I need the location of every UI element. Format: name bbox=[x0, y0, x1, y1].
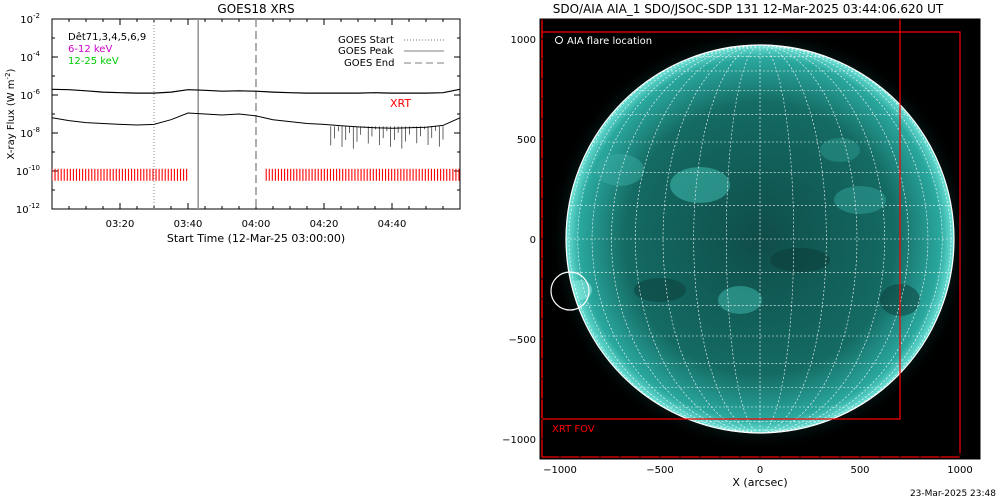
solar-limb bbox=[565, 44, 955, 434]
longitude-line bbox=[759, 44, 858, 434]
longitude-line bbox=[759, 44, 885, 434]
aia-xlabel: X (arcsec) bbox=[732, 476, 787, 489]
aia-x-tick-label: −1000 bbox=[543, 465, 577, 476]
aia-x-tick-label: 0 bbox=[757, 465, 763, 476]
aia-x-tick-label: −500 bbox=[646, 465, 673, 476]
goes-x-tick-label: 03:20 bbox=[106, 219, 135, 230]
goes-series-line bbox=[52, 112, 460, 129]
goes-y-tick-label: 10-4 bbox=[20, 50, 40, 64]
aia-image-panel: SDO/AIA AIA_1 SDO/JSOC-SDP 131 12-Mar-20… bbox=[502, 2, 981, 489]
xrt-coverage-marks bbox=[52, 168, 460, 181]
longitude-line bbox=[759, 44, 929, 434]
footer-timestamp: 23-Mar-2025 23:48 bbox=[910, 489, 996, 499]
event-legend-start: GOES Start bbox=[338, 35, 394, 46]
longitude-line bbox=[759, 44, 909, 434]
longitude-line bbox=[759, 44, 943, 434]
longitude-line bbox=[591, 44, 761, 434]
aia-y-tick-label: −500 bbox=[509, 335, 536, 346]
goes-y-axis: 10-12 10-10 10-8 10-6 10-4 10-2 bbox=[16, 12, 460, 216]
goes-ylabel: X-ray Flux (W m-2) bbox=[4, 68, 17, 159]
goes-series-lines bbox=[52, 88, 460, 149]
longitude-line bbox=[759, 44, 952, 434]
goes-series-line bbox=[52, 88, 460, 94]
goes-y-tick-label: 10-8 bbox=[20, 126, 40, 140]
longitude-line bbox=[693, 44, 761, 434]
aia-x-tick-label: 500 bbox=[850, 465, 869, 476]
goes-x-tick-label: 03:40 bbox=[174, 219, 203, 230]
goes-x-tick-label: 04:00 bbox=[242, 219, 271, 230]
longitude-line bbox=[759, 44, 827, 434]
longitude-line bbox=[662, 44, 761, 434]
aia-y-tick-label: 500 bbox=[517, 135, 536, 146]
goes-y-tick-label: 10-12 bbox=[16, 202, 40, 216]
aia-axes: −1000 −500 0 500 1000 −1000 −500 0 500 1000 bbox=[502, 35, 973, 476]
goes-x-axis: 03:20 03:40 04:00 04:20 04:40 bbox=[68, 19, 444, 230]
longitude-line bbox=[726, 44, 761, 434]
heliographic-grid bbox=[566, 44, 954, 434]
goes-legend-12-25kev: 12-25 keV bbox=[68, 56, 119, 67]
goes-x-tick-label: 04:40 bbox=[378, 219, 407, 230]
disk-texture bbox=[568, 138, 920, 316]
longitude-line bbox=[577, 44, 761, 434]
aia-y-tick-label: 0 bbox=[530, 235, 536, 246]
aia-legend-marker bbox=[555, 36, 563, 44]
goes-y-tick-label: 10-2 bbox=[20, 12, 40, 26]
goes-x-tick-label: 04:20 bbox=[310, 219, 339, 230]
aia-flare-location-marker bbox=[550, 271, 590, 311]
aia-title: SDO/AIA AIA_1 SDO/JSOC-SDP 131 12-Mar-20… bbox=[553, 2, 944, 16]
longitude-line bbox=[635, 44, 761, 434]
goes-legend-6-12kev: 6-12 keV bbox=[68, 44, 112, 55]
aia-y-tick-label: 1000 bbox=[511, 35, 536, 46]
goes-legend-detectors: Dêt71,3,4,5,6,9 bbox=[68, 31, 146, 43]
aia-legend-text: AIA flare location bbox=[567, 36, 652, 47]
goes-title: GOES18 XRS bbox=[217, 2, 294, 16]
event-legend-peak: GOES Peak bbox=[338, 46, 393, 57]
longitude-line bbox=[568, 44, 761, 434]
goes-y-tick-label: 10-10 bbox=[16, 164, 40, 178]
longitude-line bbox=[611, 44, 761, 434]
longitude-line bbox=[759, 44, 794, 434]
goes-xlabel: Start Time (12-Mar-25 03:00:00) bbox=[167, 232, 345, 245]
aia-x-tick-label: 1000 bbox=[947, 465, 972, 476]
goes-y-tick-label: 10-6 bbox=[20, 88, 40, 102]
goes-xrs-panel: GOES18 XRS 10-12 10-10 10-8 10-6 10-4 10-2 03… bbox=[4, 2, 461, 245]
aia-y-tick-label: −1000 bbox=[502, 435, 536, 446]
xrt-label: XRT bbox=[390, 97, 411, 110]
event-legend-end: GOES End bbox=[344, 58, 394, 69]
xrt-fov-label: XRT FOV bbox=[552, 424, 595, 435]
